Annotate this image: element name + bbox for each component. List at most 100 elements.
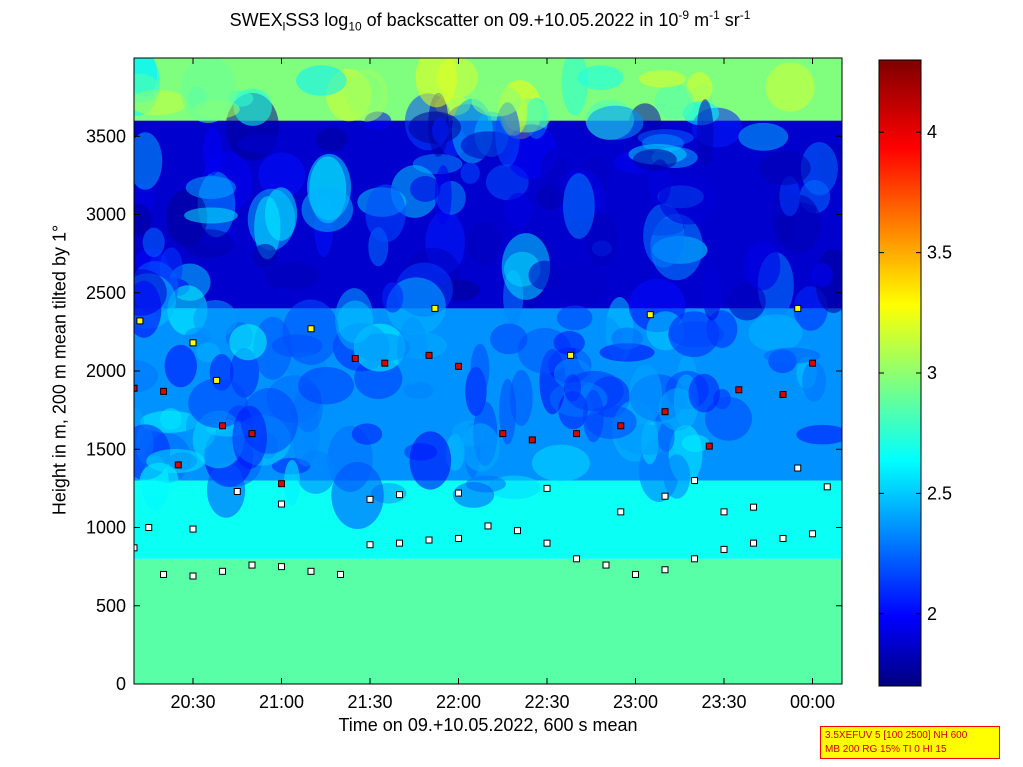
heatmap-patch (812, 263, 833, 288)
heatmap-patch (628, 364, 663, 425)
x-tick-label: 22:00 (436, 692, 481, 712)
heatmap-patch (415, 58, 458, 108)
heatmap-patch (232, 405, 267, 469)
heatmap-patch (182, 229, 235, 258)
y-tick-label: 3000 (86, 205, 126, 225)
y-tick-label: 2000 (86, 361, 126, 381)
x-tick-label: 20:30 (170, 692, 215, 712)
marker-red (705, 442, 713, 450)
heatmap-patch (575, 314, 625, 378)
heatmap-patch (188, 378, 248, 429)
heatmap-patch (258, 152, 306, 198)
x-tick-label: 00:00 (790, 692, 835, 712)
marker-red (248, 430, 256, 438)
marker-white (823, 483, 831, 491)
marker-white (396, 491, 403, 499)
marker-white (134, 544, 138, 552)
heatmap-patch (763, 347, 821, 364)
marker-red (425, 351, 433, 359)
heatmap-patch (553, 330, 585, 355)
marker-white (307, 567, 315, 575)
heatmap-patch (556, 305, 593, 331)
heatmap-patch (301, 186, 354, 232)
x-axis-label: Time on 09.+10.05.2022, 600 s mean (338, 715, 638, 735)
heatmap-patch (658, 388, 697, 431)
heatmap-patch (800, 142, 838, 196)
marker-white (514, 527, 521, 535)
heatmap-layer-surface (134, 558, 842, 684)
marker-red (351, 354, 359, 362)
heatmap-patch (264, 187, 298, 241)
marker-red (735, 386, 743, 394)
marker-white (366, 541, 374, 549)
marker-yellow (794, 304, 802, 312)
marker-yellow (431, 304, 439, 312)
colorbar-tick-label: 2.5 (927, 483, 952, 503)
marker-red (661, 408, 669, 416)
heatmap-patch (134, 204, 152, 236)
marker-red (455, 362, 462, 370)
marker-red (174, 461, 182, 469)
marker-yellow (307, 325, 315, 333)
marker-white (602, 561, 610, 569)
marker-white (617, 508, 625, 516)
colorbar-tick-label: 3.5 (927, 243, 952, 263)
colorbar-axis: 2 2.5 3 3.5 4 (879, 122, 952, 624)
heatmap-patch (206, 462, 246, 518)
marker-red (134, 384, 138, 392)
marker-white (366, 495, 374, 503)
marker-red (617, 422, 625, 430)
marker-white (794, 464, 802, 472)
marker-white (160, 570, 167, 578)
heatmap-patch (365, 184, 406, 243)
heatmap-patch (252, 243, 278, 268)
heatmap-patch (744, 240, 781, 291)
parameter-info-box: 3.5XEFUV 5 [100 2500] NH 600 MB 200 RG 1… (820, 726, 1000, 759)
marker-red (381, 359, 389, 367)
heatmap-patch (658, 175, 718, 225)
heatmap-patch (654, 83, 695, 120)
marker-white (661, 492, 669, 500)
heatmap-patch (727, 282, 766, 321)
heatmap-patch (490, 323, 528, 355)
marker-white (543, 539, 551, 547)
marker-yellow (567, 351, 575, 359)
heatmap-patch (196, 342, 221, 363)
marker-yellow (189, 339, 197, 347)
heatmap-patch (748, 314, 803, 352)
y-tick-label: 2500 (86, 283, 126, 303)
heatmap-patch (432, 117, 449, 144)
x-tick-label: 21:00 (259, 692, 304, 712)
heatmap-patch (466, 221, 502, 265)
info-line-2: MB 200 RG 15% TI 0 HI 15 (825, 744, 947, 755)
x-tick-label: 23:30 (701, 692, 746, 712)
marker-white (661, 566, 669, 574)
heatmap-patch (802, 360, 826, 402)
heatmap-patch (528, 260, 562, 290)
marker-white (691, 477, 698, 485)
heatmap-patch (759, 150, 811, 186)
y-tick-label: 0 (116, 674, 126, 694)
marker-white (455, 534, 462, 542)
marker-red (278, 480, 285, 488)
marker-white (278, 563, 285, 571)
heatmap-patch (599, 343, 655, 362)
marker-red (499, 430, 507, 438)
marker-white (691, 555, 698, 563)
heatmap-patch (134, 280, 162, 338)
marker-white (484, 522, 492, 530)
marker-white (455, 489, 462, 497)
heatmap-patch (142, 227, 165, 258)
heatmap-patch (738, 122, 789, 151)
heatmap-patch (237, 134, 288, 154)
heatmap-patch (499, 378, 517, 445)
marker-yellow (646, 311, 654, 319)
y-axis: 0 500 1000 1500 2000 2500 3000 3500 (86, 126, 842, 694)
heatmap-patch (657, 422, 675, 452)
heatmap-patch (265, 262, 320, 290)
heatmap-patch (471, 84, 522, 117)
heatmap-patch (765, 62, 815, 112)
marker-white (189, 525, 197, 533)
marker-white (248, 561, 256, 569)
